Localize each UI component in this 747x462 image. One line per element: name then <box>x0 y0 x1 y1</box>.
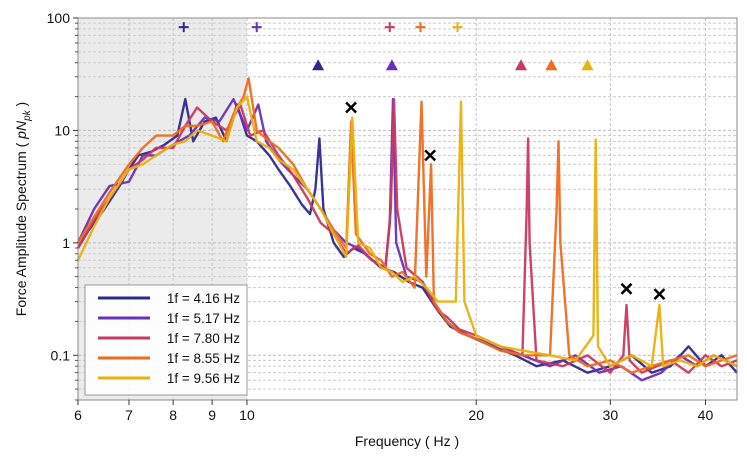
series-line-5 <box>76 95 738 368</box>
legend: 1f = 4.16 Hz 1f = 5.17 Hz 1f = 7.80 Hz 1f =… <box>84 284 248 396</box>
x-tick-label: 8 <box>169 407 177 423</box>
x-tick-label: 9 <box>208 407 216 423</box>
cross-marker <box>424 149 437 162</box>
plus-marker <box>415 22 426 33</box>
triangle-marker <box>385 59 398 71</box>
plus-marker <box>251 22 262 33</box>
plus-marker <box>452 22 463 33</box>
x-tick-label: 7 <box>125 407 133 423</box>
x-tick-label: 20 <box>468 407 484 423</box>
legend-label-3: 1f = 7.80 Hz <box>167 331 240 346</box>
x-tick-label: 10 <box>239 407 255 423</box>
legend-label-4: 1f = 8.55 Hz <box>167 351 240 366</box>
y-axis-label: Force Amplitude Spectrum ( pNpk ) <box>13 102 33 316</box>
triangle-marker <box>312 59 325 71</box>
y-tick-label: 10 <box>54 122 70 138</box>
plus-marker <box>384 22 395 33</box>
legend-label-1: 1f = 4.16 Hz <box>167 291 240 306</box>
triangle-marker <box>515 59 528 71</box>
cross-marker <box>345 101 357 114</box>
triangle-marker <box>545 59 558 71</box>
x-tick-label: 40 <box>698 407 714 423</box>
series-line-3 <box>76 97 738 374</box>
x-tick-label: 6 <box>74 407 82 423</box>
x-axis-label: Frequency ( Hz ) <box>355 433 459 449</box>
cross-marker <box>620 282 633 295</box>
y-tick-label: 100 <box>47 10 71 26</box>
plus-marker <box>178 22 189 33</box>
series-line-4 <box>76 77 738 374</box>
legend-label-2: 1f = 5.17 Hz <box>167 311 240 326</box>
cross-marker <box>653 288 666 300</box>
y-tick-label: 0.1 <box>51 347 71 363</box>
series-line-1 <box>76 97 738 374</box>
legend-label-5: 1f = 9.56 Hz <box>167 371 240 386</box>
y-tick-label: 1 <box>62 235 70 251</box>
triangle-marker <box>581 59 594 71</box>
x-tick-label: 30 <box>603 407 619 423</box>
